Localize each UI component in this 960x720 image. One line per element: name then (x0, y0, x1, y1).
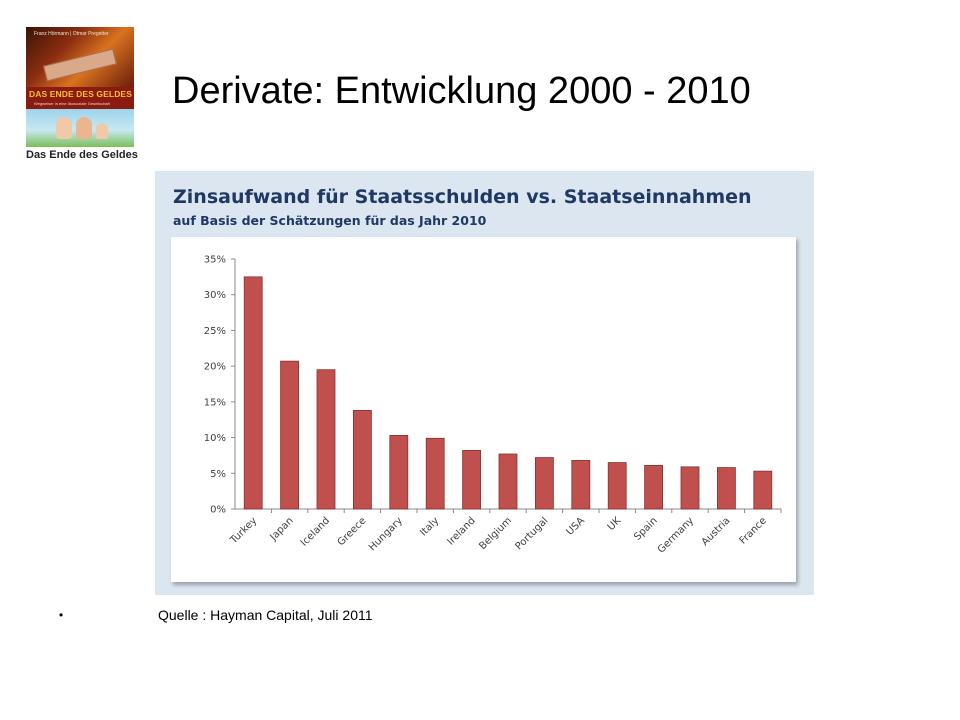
x-tick-label: Belgium (477, 515, 514, 552)
plot-area: 0% 5% 10% 15% 20% 25% 30% 35% Turkey Japan Iceland… (171, 237, 796, 582)
cover-title-band (26, 87, 134, 109)
bar-hungary (389, 435, 409, 510)
y-tick-label: 0% (210, 505, 226, 516)
bar-chart: 0% 5% 10% 15% 20% 25% 30% 35% Turkey Japan Iceland… (204, 255, 782, 556)
bar-turkey (243, 276, 263, 510)
person-figure (96, 123, 108, 139)
y-tick-label: 20% (204, 362, 226, 373)
x-tick-label: Portugal (513, 515, 550, 552)
cover-authors: Franz Hörmann | Otmar Pregetter (34, 31, 109, 37)
x-tick-label: USA (565, 515, 588, 538)
bar-austria (717, 467, 736, 510)
person-figure (76, 117, 92, 139)
x-tick-label: Italy (418, 515, 441, 538)
bar-greece (352, 410, 372, 510)
chart-title: Zinsaufwand für Staatsschulden vs. Staat… (173, 186, 752, 208)
x-tick-label: Hungary (367, 515, 405, 553)
bar-usa (571, 460, 591, 510)
y-tick-label: 15% (204, 397, 226, 408)
y-tick-label: 35% (204, 255, 226, 266)
x-tick-label: Iceland (299, 515, 332, 548)
x-tick-label: France (738, 515, 769, 546)
x-tick-label: Japan (268, 515, 296, 543)
x-tick-label: Ireland (445, 515, 477, 547)
y-tick-label: 25% (204, 326, 226, 337)
chart-subtitle: auf Basis der Schätzungen für das Jahr 2… (173, 213, 487, 228)
y-tick-label: 30% (204, 290, 226, 301)
book-caption-cropped-line (26, 162, 156, 166)
bar-italy (425, 437, 445, 510)
slide-title: Derivate: Entwicklung 2000 - 2010 (172, 70, 751, 112)
bar-ireland (462, 450, 482, 510)
bar-portugal (534, 457, 554, 510)
person-figure (56, 117, 72, 139)
x-tick-label: Austria (700, 515, 733, 548)
x-tick-label: Germany (656, 515, 696, 555)
bar-belgium (498, 453, 518, 510)
bar-germany (680, 466, 700, 510)
bar-uk (607, 462, 627, 510)
book-cover-image: Franz Hörmann | Otmar Pregetter DAS ENDE… (26, 27, 134, 147)
cover-subtitle: Wegweiser in eine ökosoziale Gesellschaf… (34, 101, 110, 106)
y-tick-label: 5% (210, 469, 226, 480)
y-tick-label: 10% (204, 433, 226, 444)
bar-japan (280, 360, 299, 510)
bar-spain (644, 465, 664, 510)
book-caption: Das Ende des Geldes (26, 149, 138, 161)
x-tick-label: UK (606, 515, 624, 533)
bullet: • (59, 608, 64, 622)
x-tick-label: Turkey (228, 515, 260, 547)
source-citation: Quelle : Hayman Capital, Juli 2011 (158, 607, 373, 623)
x-tick-label: Greece (336, 515, 369, 548)
bar-iceland (316, 369, 336, 510)
bar-france (753, 470, 773, 510)
cover-title: DAS ENDE DES GELDES (29, 89, 132, 99)
x-tick-label: Spain (632, 515, 660, 543)
chart-panel: Zinsaufwand für Staatsschulden vs. Staat… (155, 171, 814, 595)
